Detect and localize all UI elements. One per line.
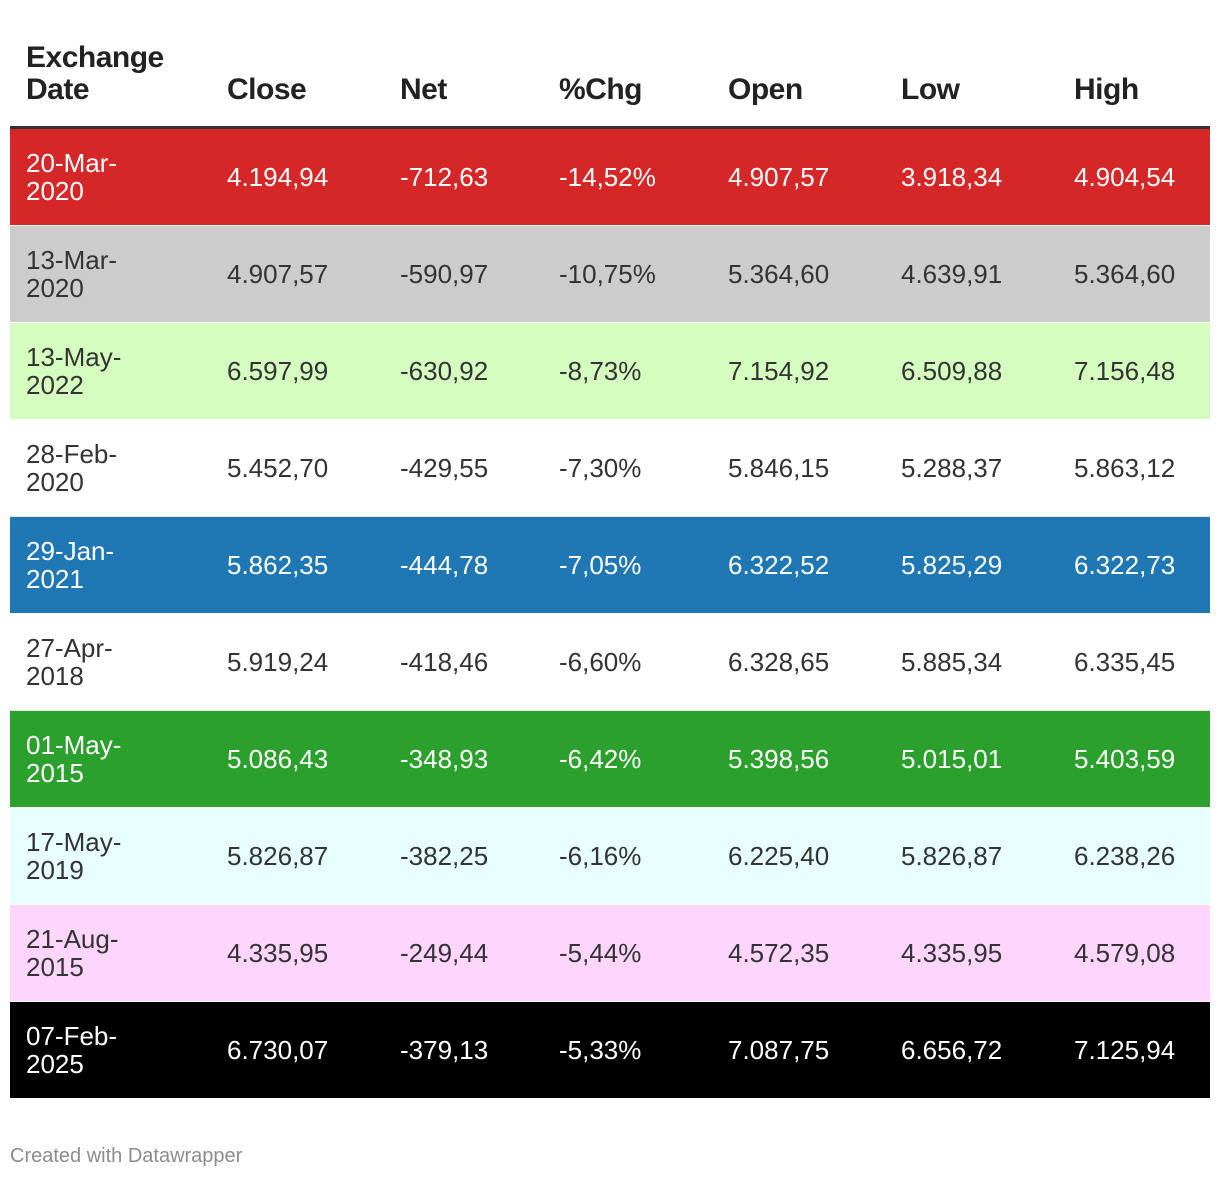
net-cell: -590,97 (400, 259, 489, 289)
pct-chg-cell: -14,52% (559, 162, 656, 192)
table-row: 17-May-2019 5.826,87 -382,25 -6,16% 6.225,40… (10, 808, 1210, 905)
high-cell: 5.364,60 (1074, 259, 1176, 289)
date-cell: 20-Mar-2020 (26, 148, 118, 206)
open-cell: 5.846,15 (728, 453, 830, 483)
date-cell: 17-May-2019 (26, 827, 122, 885)
date-cell: 07-Feb-2025 (26, 1021, 118, 1079)
close-cell: 5.086,43 (227, 744, 329, 774)
date-cell: 13-Mar-2020 (26, 245, 118, 303)
low-cell: 6.509,88 (901, 356, 1003, 386)
open-cell: 4.572,35 (728, 938, 830, 968)
pct-chg-cell: -5,33% (559, 1035, 642, 1065)
date-cell: 27-Apr-2018 (26, 633, 113, 691)
high-cell: 7.125,94 (1074, 1035, 1176, 1065)
table-row: 29-Jan-2021 5.862,35 -444,78 -7,05% 6.322,52… (10, 517, 1210, 614)
low-cell: 5.825,29 (901, 550, 1003, 580)
date-cell: 01-May-2015 (26, 730, 122, 788)
header-close[interactable]: Close (227, 73, 307, 106)
table-row: 27-Apr-2018 5.919,24 -418,46 -6,60% 6.328,65… (10, 614, 1210, 711)
high-cell: 6.322,73 (1074, 550, 1176, 580)
net-cell: -630,92 (400, 356, 489, 386)
header-high[interactable]: High (1074, 73, 1139, 106)
low-cell: 5.885,34 (901, 647, 1003, 677)
net-cell: -418,46 (400, 647, 489, 677)
table-row: 13-May-2022 6.597,99 -630,92 -8,73% 7.154,92… (10, 323, 1210, 420)
table-body: 20-Mar-2020 4.194,94 -712,63 -14,52% 4.907,5… (10, 129, 1210, 1099)
close-cell: 4.194,94 (227, 162, 329, 192)
low-cell: 5.826,87 (901, 841, 1003, 871)
date-cell: 28-Feb-2020 (26, 439, 118, 497)
low-cell: 3.918,34 (901, 162, 1003, 192)
pct-chg-cell: -6,60% (559, 647, 642, 677)
table-row: 28-Feb-2020 5.452,70 -429,55 -7,30% 5.846,15… (10, 420, 1210, 517)
high-cell: 6.335,45 (1074, 647, 1176, 677)
pct-chg-cell: -7,30% (559, 453, 642, 483)
header-open[interactable]: Open (728, 73, 803, 106)
high-cell: 4.904,54 (1074, 162, 1176, 192)
table-row: 01-May-2015 5.086,43 -348,93 -6,42% 5.398,56… (10, 711, 1210, 808)
high-cell: 5.403,59 (1074, 744, 1176, 774)
net-cell: -382,25 (400, 841, 489, 871)
net-cell: -429,55 (400, 453, 489, 483)
open-cell: 5.398,56 (728, 744, 830, 774)
data-table: Exchange Date Close Net %Chg Open Low Hi… (10, 40, 1210, 1099)
date-cell: 13-May-2022 (26, 342, 122, 400)
table-row: 20-Mar-2020 4.194,94 -712,63 -14,52% 4.907,5… (10, 129, 1210, 226)
low-cell: 4.335,95 (901, 938, 1003, 968)
net-cell: -348,93 (400, 744, 489, 774)
high-cell: 6.238,26 (1074, 841, 1176, 871)
header-exchange-date[interactable]: Exchange Date (26, 41, 164, 106)
open-cell: 6.225,40 (728, 841, 830, 871)
close-cell: 5.452,70 (227, 453, 329, 483)
close-cell: 5.862,35 (227, 550, 329, 580)
pct-chg-cell: -10,75% (559, 259, 656, 289)
pct-chg-cell: -8,73% (559, 356, 642, 386)
pct-chg-cell: -7,05% (559, 550, 642, 580)
pct-chg-cell: -6,42% (559, 744, 642, 774)
low-cell: 5.015,01 (901, 744, 1003, 774)
close-cell: 6.730,07 (227, 1035, 329, 1065)
table-header: Exchange Date Close Net %Chg Open Low Hi… (10, 40, 1210, 129)
high-cell: 7.156,48 (1074, 356, 1176, 386)
high-cell: 5.863,12 (1074, 453, 1176, 483)
close-cell: 4.907,57 (227, 259, 329, 289)
low-cell: 5.288,37 (901, 453, 1003, 483)
close-cell: 5.919,24 (227, 647, 329, 677)
net-cell: -249,44 (400, 938, 489, 968)
open-cell: 4.907,57 (728, 162, 830, 192)
open-cell: 7.154,92 (728, 356, 830, 386)
date-cell: 29-Jan-2021 (26, 536, 115, 594)
datawrapper-credit: Created with Datawrapper (10, 1145, 243, 1167)
open-cell: 5.364,60 (728, 259, 830, 289)
table-row: 13-Mar-2020 4.907,57 -590,97 -10,75% 5.364,6… (10, 226, 1210, 323)
net-cell: -379,13 (400, 1035, 489, 1065)
net-cell: -444,78 (400, 550, 489, 580)
open-cell: 7.087,75 (728, 1035, 830, 1065)
low-cell: 4.639,91 (901, 259, 1003, 289)
table-row: 07-Feb-2025 6.730,07 -379,13 -5,33% 7.087,75… (10, 1002, 1210, 1099)
close-cell: 5.826,87 (227, 841, 329, 871)
pct-chg-cell: -5,44% (559, 938, 642, 968)
open-cell: 6.328,65 (728, 647, 830, 677)
close-cell: 6.597,99 (227, 356, 329, 386)
header-low[interactable]: Low (901, 73, 960, 106)
table-row: 21-Aug-2015 4.335,95 -249,44 -5,44% 4.572,35… (10, 905, 1210, 1002)
high-cell: 4.579,08 (1074, 938, 1176, 968)
close-cell: 4.335,95 (227, 938, 329, 968)
date-cell: 21-Aug-2015 (26, 924, 119, 982)
header-pct-chg[interactable]: %Chg (559, 73, 643, 106)
low-cell: 6.656,72 (901, 1035, 1003, 1065)
open-cell: 6.322,52 (728, 550, 830, 580)
net-cell: -712,63 (400, 162, 489, 192)
pct-chg-cell: -6,16% (559, 841, 642, 871)
header-net[interactable]: Net (400, 73, 447, 106)
